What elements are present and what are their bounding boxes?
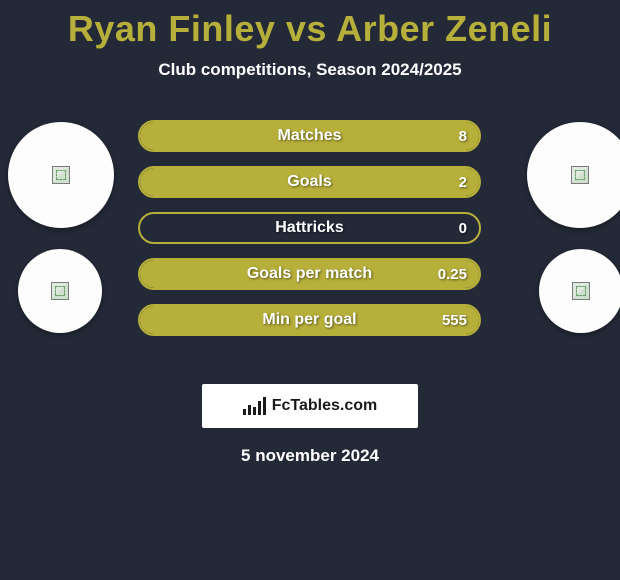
brand-text: FcTables.com [272, 397, 378, 415]
player1-club-avatar [18, 249, 102, 333]
comparison-card: Ryan Finley vs Arber Zeneli Club competi… [0, 0, 620, 466]
broken-image-icon [572, 282, 590, 300]
player1-avatar [8, 122, 114, 228]
stat-fill [140, 168, 479, 196]
stat-row: Matches 8 [138, 120, 481, 152]
broken-image-icon [51, 282, 69, 300]
brand-badge[interactable]: FcTables.com [202, 384, 418, 428]
stat-value: 0 [459, 220, 467, 237]
stat-fill [140, 260, 479, 288]
stat-row: Goals 2 [138, 166, 481, 198]
broken-image-icon [52, 166, 70, 184]
stat-row: Min per goal 555 [138, 304, 481, 336]
stat-list: Matches 8 Goals 2 Hattricks 0 Goals per … [138, 120, 481, 336]
stat-fill [140, 122, 479, 150]
stat-fill [140, 306, 479, 334]
bar-chart-icon [243, 397, 266, 415]
player2-avatar [527, 122, 620, 228]
player2-club-avatar [539, 249, 620, 333]
subtitle: Club competitions, Season 2024/2025 [0, 60, 620, 80]
date-label: 5 november 2024 [0, 446, 620, 466]
broken-image-icon [571, 166, 589, 184]
page-title: Ryan Finley vs Arber Zeneli [0, 8, 620, 50]
comparison-body: Matches 8 Goals 2 Hattricks 0 Goals per … [0, 108, 620, 368]
stat-row: Hattricks 0 [138, 212, 481, 244]
stat-row: Goals per match 0.25 [138, 258, 481, 290]
stat-label: Hattricks [140, 219, 479, 237]
